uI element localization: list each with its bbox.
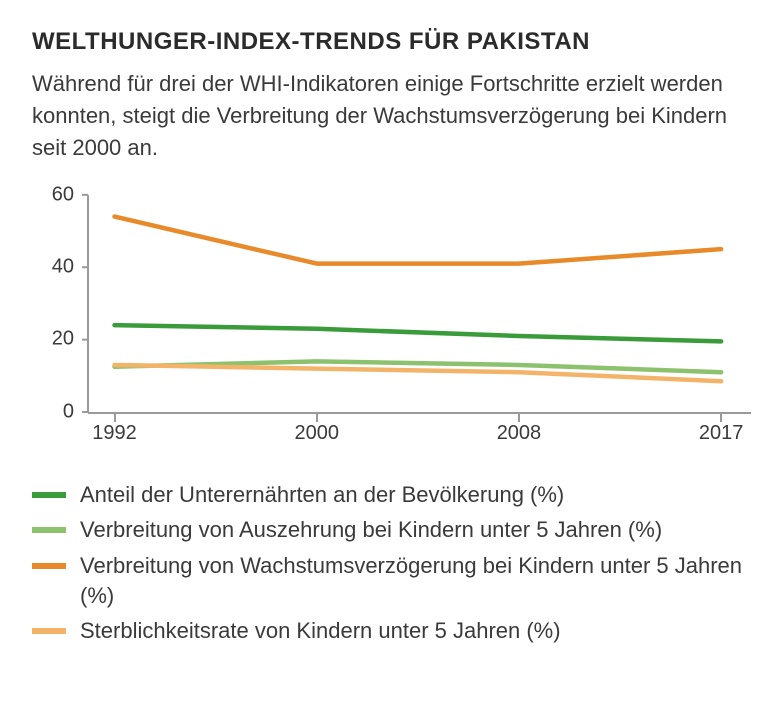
y-tick-label: 60 [52, 183, 74, 206]
legend-label: Sterblichkeitsrate von Kindern unter 5 J… [80, 616, 561, 646]
legend-swatch [32, 527, 66, 533]
legend-swatch [32, 563, 66, 569]
legend: Anteil der Unterernährten an der Bevölke… [32, 480, 751, 646]
y-tick-label: 20 [52, 328, 74, 351]
chart-container: 0 20 40 60 1992 2000 2008 2017 [32, 184, 751, 464]
x-tick [114, 414, 116, 422]
legend-label: Anteil der Unterernährten an der Bevölke… [80, 480, 564, 510]
y-tick-label: 0 [63, 400, 74, 423]
x-tick-label: 1992 [92, 422, 137, 445]
x-tick [316, 414, 318, 422]
legend-item-mortality: Sterblichkeitsrate von Kindern unter 5 J… [32, 616, 751, 646]
plot-area [88, 184, 751, 414]
legend-label: Verbreitung von Auszehrung bei Kindern u… [80, 515, 662, 545]
legend-swatch [32, 492, 66, 498]
legend-label: Verbreitung von Wachstumsverzögerung bei… [80, 551, 751, 610]
y-axis-labels: 0204060 [32, 184, 80, 414]
y-tick-label: 40 [52, 255, 74, 278]
x-tick-label: 2000 [294, 422, 339, 445]
chart-svg [88, 184, 751, 412]
x-tick [518, 414, 520, 422]
chart-title: WELTHUNGER-INDEX-TRENDS FÜR PAKISTAN [32, 28, 751, 56]
series-line-stunting [115, 216, 722, 263]
x-axis-labels: 1992 2000 2008 2017 [88, 422, 751, 452]
chart-subtitle: Während für drei der WHI-Indikatoren ein… [32, 68, 751, 164]
x-tick [720, 414, 722, 422]
legend-item-stunting: Verbreitung von Wachstumsverzögerung bei… [32, 551, 751, 610]
x-tick-label: 2008 [497, 422, 542, 445]
legend-item-undernourished: Anteil der Unterernährten an der Bevölke… [32, 480, 751, 510]
x-tick-label: 2017 [699, 422, 744, 445]
legend-item-wasting: Verbreitung von Auszehrung bei Kindern u… [32, 515, 751, 545]
series-line-undernourished [115, 325, 722, 341]
legend-swatch [32, 628, 66, 634]
